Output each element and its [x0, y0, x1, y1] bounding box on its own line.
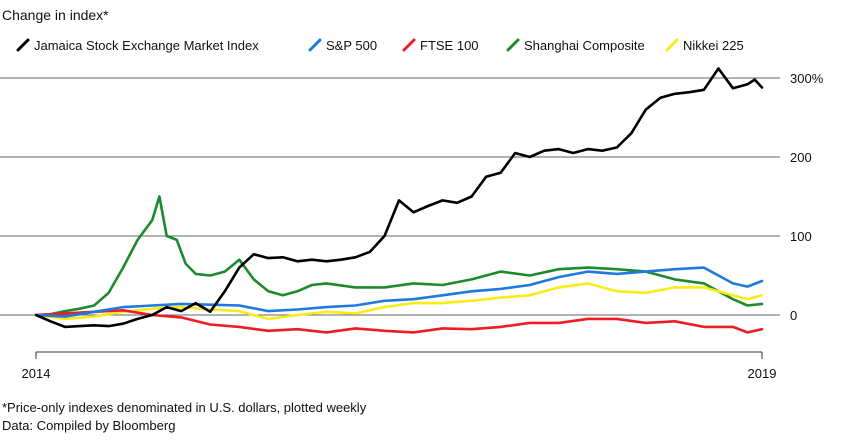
legend-swatch-jamaica-stock-exchange-market-index — [16, 38, 30, 52]
legend-label-s-p-500: S&P 500 — [326, 38, 377, 53]
legend-swatch-ftse-100 — [402, 38, 416, 52]
legend: Jamaica Stock Exchange Market Index S&P 5… — [16, 38, 744, 53]
y-axis-ticks: 300% 200 100 0 — [790, 71, 824, 323]
legend-swatch-s-p-500 — [308, 38, 322, 52]
legend-label-ftse-100: FTSE 100 — [420, 38, 479, 53]
legend-label-shanghai-composite: Shanghai Composite — [524, 38, 645, 53]
source-note: Data: Compiled by Bloomberg — [2, 418, 175, 433]
shanghai-composite-line — [34, 195, 764, 317]
legend-swatch-shanghai-composite — [506, 38, 520, 52]
chart-title: Change in index* — [2, 7, 109, 23]
x-axis: 2014 2019 — [22, 351, 777, 381]
legend-label-nikkei-225: Nikkei 225 — [683, 38, 744, 53]
x-tick-label: 2014 — [22, 366, 51, 381]
x-tick-label: 2019 — [748, 366, 777, 381]
nikkei-225-line — [34, 282, 764, 321]
legend-label-jamaica-stock-exchange-market-index: Jamaica Stock Exchange Market Index — [34, 38, 259, 53]
y-tick-label: 300% — [790, 71, 824, 86]
y-tick-label: 200 — [790, 150, 812, 165]
y-tick-label: 100 — [790, 229, 812, 244]
legend-swatch-nikkei-225 — [665, 38, 679, 52]
footnote: *Price-only indexes denominated in U.S. … — [2, 400, 367, 415]
y-tick-label: 0 — [790, 308, 797, 323]
gridlines — [0, 77, 780, 316]
jamaica-stock-exchange-market-index-line — [34, 67, 764, 329]
s-p-500-line — [34, 266, 764, 318]
ftse-100-line — [34, 309, 764, 334]
series-lines — [34, 67, 764, 334]
